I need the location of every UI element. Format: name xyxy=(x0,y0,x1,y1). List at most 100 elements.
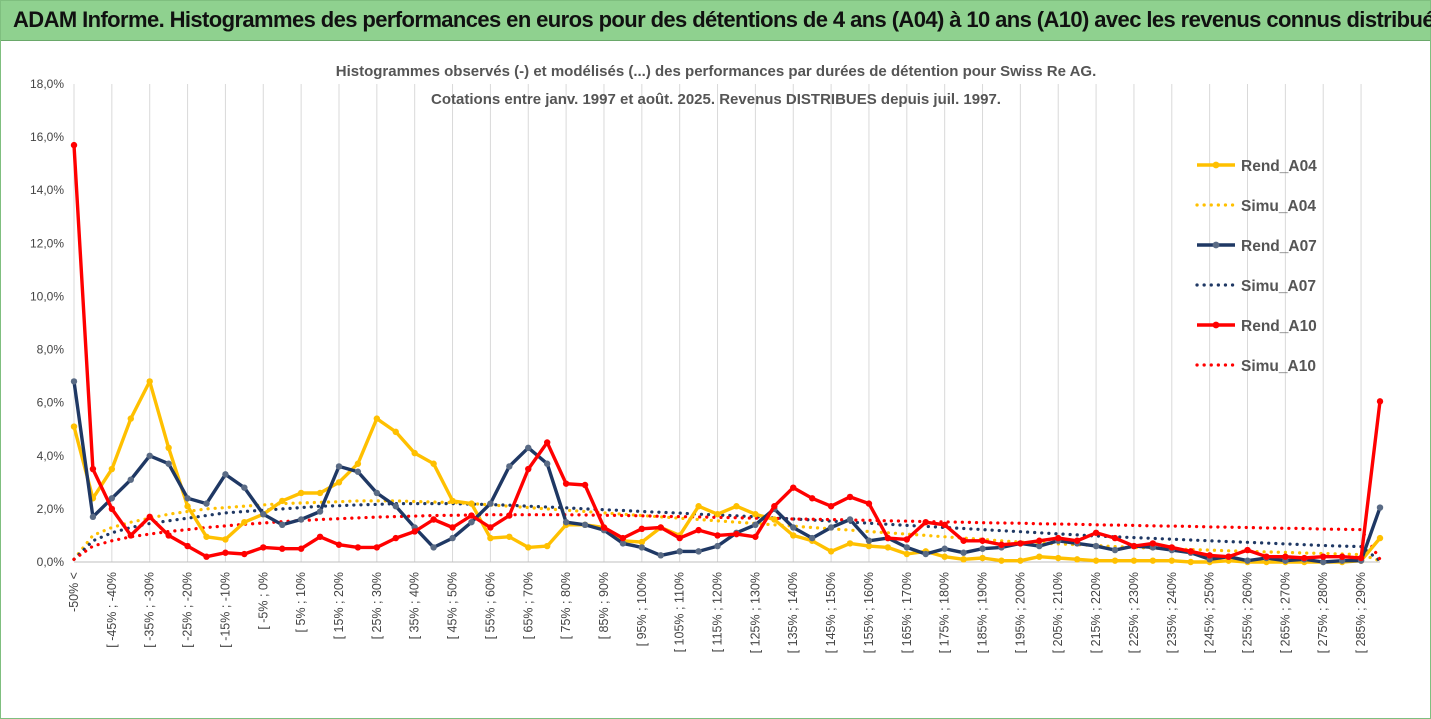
data-point xyxy=(657,524,664,531)
data-point xyxy=(1282,553,1289,560)
data-point xyxy=(335,541,343,548)
x-tick-label: [ 215% ; 220% xyxy=(1089,572,1103,653)
data-point xyxy=(1376,534,1384,542)
data-point xyxy=(960,537,967,544)
legend-label: Simu_A10 xyxy=(1241,358,1316,375)
data-point xyxy=(619,534,627,542)
data-point xyxy=(127,532,134,539)
data-point xyxy=(960,549,967,556)
x-tick-label: [ 15% ; 20% xyxy=(332,572,346,639)
data-point xyxy=(392,534,399,542)
data-point xyxy=(430,516,437,523)
x-tick-label: [ 225% ; 230% xyxy=(1127,572,1141,653)
data-point xyxy=(1111,557,1119,564)
x-tick-label: [ 205% ; 210% xyxy=(1051,572,1065,653)
data-point xyxy=(1168,557,1175,564)
data-point xyxy=(1092,542,1100,550)
legend: Rend_A04 Simu_A04 Rend_A07 Simu_A07 Rend_A10… xyxy=(1195,158,1317,375)
data-point xyxy=(1263,553,1270,560)
histogram-chart: 0,0% 2,0% 4,0% 6,0% 8,0% 10,0% 12,0% 14,0% 16,0%… xyxy=(30,63,1384,653)
series-rend_a10 xyxy=(70,141,1384,562)
data-point xyxy=(297,489,305,497)
data-point xyxy=(714,542,721,550)
x-tick-label: [ -45% ; -40% xyxy=(105,572,119,648)
x-tick-label: [ -25% ; -20% xyxy=(181,572,195,648)
data-point xyxy=(676,534,683,542)
data-point xyxy=(1111,546,1119,554)
data-point xyxy=(1244,546,1251,554)
data-point xyxy=(165,532,172,539)
data-point xyxy=(70,423,78,430)
x-tick-label: [ 105% ; 110% xyxy=(673,572,687,652)
x-tick-label: [ 45% ; 50% xyxy=(446,572,460,639)
data-point xyxy=(998,557,1005,564)
y-tick-label: 6,0% xyxy=(37,396,65,410)
data-point xyxy=(354,544,362,551)
data-point xyxy=(525,444,532,452)
data-point xyxy=(1092,557,1100,564)
data-point xyxy=(543,439,551,446)
data-point xyxy=(506,463,513,470)
data-point xyxy=(279,497,286,505)
data-point xyxy=(241,518,248,526)
series-simu_a04 xyxy=(72,499,1382,563)
data-point xyxy=(1036,537,1043,544)
x-tick-label: [ -5% ; 0% xyxy=(256,572,270,630)
data-point xyxy=(1244,557,1251,564)
data-point xyxy=(165,444,172,452)
data-point xyxy=(676,548,683,555)
data-point xyxy=(903,544,911,551)
x-tick-label: [ 265% ; 270% xyxy=(1278,572,1292,653)
legend-item-simu_a07: Simu_A07 xyxy=(1195,278,1316,295)
data-point xyxy=(941,545,948,552)
chart-subtitle: Cotations entre janv. 1997 et août. 2025… xyxy=(431,91,1001,108)
x-tick-label: [ 145% ; 150% xyxy=(824,572,838,653)
data-point xyxy=(827,548,835,555)
data-point xyxy=(506,512,513,519)
data-point xyxy=(127,415,134,422)
data-point xyxy=(790,484,797,491)
x-tick-label: [ 185% ; 190% xyxy=(976,572,990,653)
y-tick-label: 16,0% xyxy=(30,130,64,144)
data-point xyxy=(979,554,986,562)
data-point xyxy=(1036,542,1043,550)
data-point xyxy=(1206,552,1213,559)
data-point xyxy=(316,533,324,540)
legend-marker xyxy=(1212,241,1220,249)
data-point xyxy=(108,505,116,513)
series-line xyxy=(72,379,1382,564)
data-point xyxy=(297,516,305,523)
grid-lines xyxy=(73,84,1362,562)
data-point xyxy=(89,513,97,521)
data-point xyxy=(695,503,702,510)
legend-item-rend_a04: Rend_A04 xyxy=(1197,158,1317,175)
data-point xyxy=(203,553,210,560)
data-point xyxy=(1073,537,1081,544)
data-point xyxy=(373,415,381,422)
data-point xyxy=(1149,540,1157,547)
data-point xyxy=(241,550,248,558)
x-tick-label: [ 95% ; 100% xyxy=(635,572,649,646)
chart-title: Histogrammes observés (-) et modélisés (… xyxy=(336,63,1097,80)
data-point xyxy=(203,500,210,507)
data-point xyxy=(1017,540,1024,547)
x-tick-label: [ 135% ; 140% xyxy=(786,572,800,653)
x-tick-label: [ 235% ; 240% xyxy=(1165,572,1179,653)
data-point xyxy=(1187,548,1194,555)
x-axis: -50% < [ -45% ; -40% [ -35% ; -30% [ -25% ;… xyxy=(67,561,1380,653)
legend-item-simu_a10: Simu_A10 xyxy=(1195,358,1316,375)
data-point xyxy=(903,550,911,558)
x-tick-label: [ 245% ; 250% xyxy=(1203,572,1217,653)
data-point xyxy=(771,503,778,510)
data-point xyxy=(922,518,929,526)
data-point xyxy=(430,544,437,551)
y-tick-label: 2,0% xyxy=(37,502,65,516)
x-tick-label: [ 175% ; 180% xyxy=(938,572,952,653)
data-point xyxy=(865,542,873,550)
legend-label: Simu_A07 xyxy=(1241,278,1316,295)
data-point xyxy=(354,468,362,475)
data-point xyxy=(335,463,343,470)
data-point xyxy=(752,511,759,518)
data-point xyxy=(941,553,948,560)
